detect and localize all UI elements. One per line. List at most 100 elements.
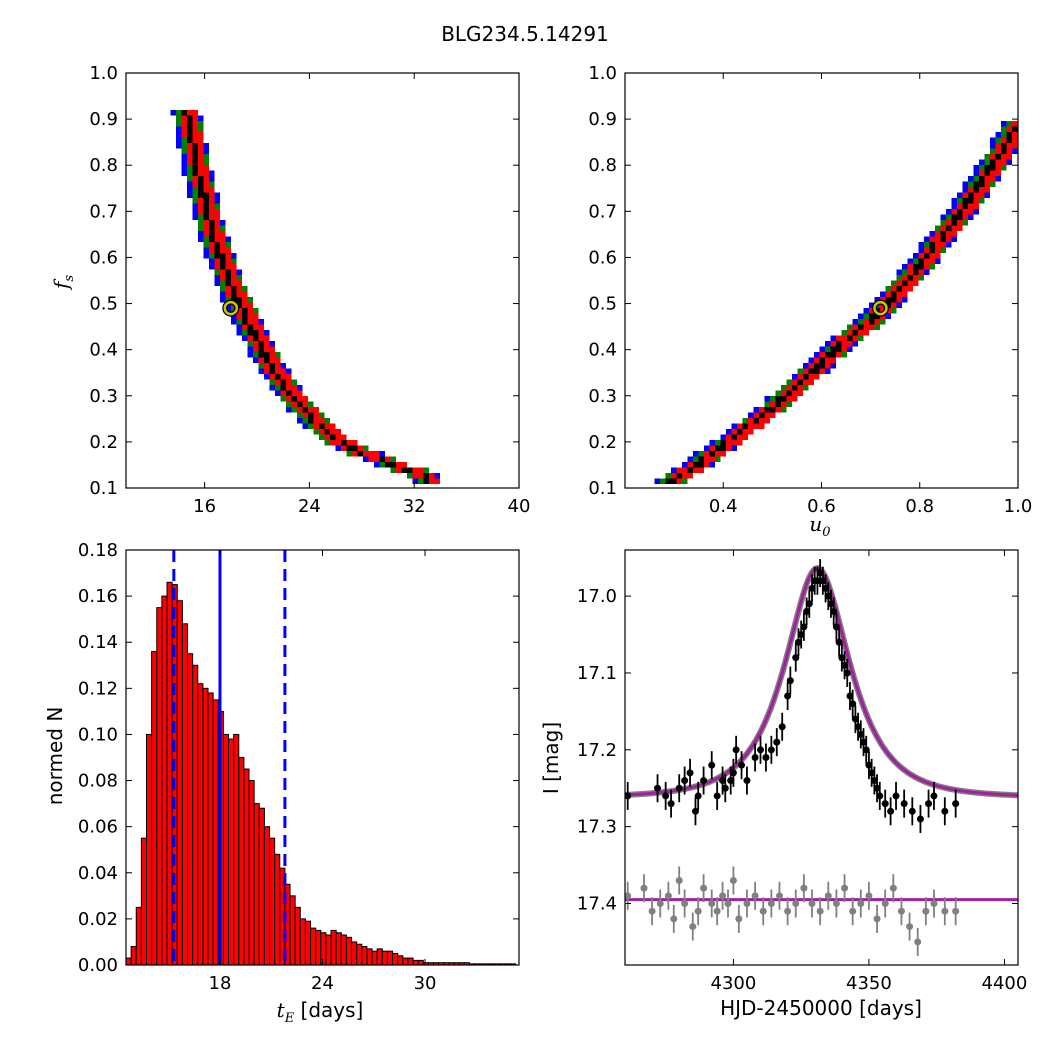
axes-frame [624, 549, 1019, 966]
contour-cell [225, 286, 231, 292]
contour-cell [704, 456, 710, 462]
histogram-bar [207, 692, 214, 966]
contour-cell [984, 192, 990, 198]
contour-cell [907, 275, 913, 281]
contour-cell [1001, 165, 1007, 171]
data-point [656, 900, 664, 908]
data-point [889, 884, 897, 892]
contour-cell [951, 198, 957, 204]
x-axis-label-tE: tE [days] [277, 998, 364, 1026]
contour-cell [220, 231, 226, 237]
data-point [691, 807, 699, 815]
contour-cell [836, 341, 842, 347]
contour-cell [225, 280, 231, 286]
contour-cell [852, 341, 858, 347]
contour-cell [291, 396, 297, 402]
contour-cell [946, 242, 952, 248]
contour-cell [858, 335, 864, 341]
y-tick-label: 0.9 [89, 109, 118, 130]
contour-cell [896, 275, 902, 281]
contour-cell [863, 319, 869, 325]
y-tick-label: 0.1 [89, 478, 118, 499]
contour-cell [1001, 126, 1007, 132]
contour-cell [819, 368, 825, 374]
contour-cell [225, 242, 231, 248]
x-tick-label: 0.4 [709, 496, 738, 517]
contour-cell [852, 330, 858, 336]
contour-cell [984, 181, 990, 187]
contour-cell [418, 473, 424, 479]
contour-cell [231, 319, 237, 325]
contour-cell [775, 390, 781, 396]
data-point [708, 761, 716, 769]
histogram-bar [304, 920, 312, 966]
data-point [816, 907, 824, 915]
data-point [719, 892, 727, 900]
contour-cell [330, 429, 336, 435]
contour-cell [1006, 137, 1012, 143]
contour-cell [682, 462, 688, 468]
data-point [860, 738, 868, 746]
contour-cell [187, 170, 193, 176]
histogram-bar [294, 906, 301, 966]
histogram-bar [417, 959, 424, 966]
contour-cell [1001, 143, 1007, 149]
contour-cell [951, 203, 957, 209]
contour-cell [247, 297, 253, 303]
contour-cell [995, 154, 1001, 160]
contour-cell [951, 225, 957, 231]
data-point [735, 915, 743, 923]
contour-cell [269, 357, 275, 363]
contour-cell [379, 456, 385, 462]
contour-cell [709, 440, 715, 446]
data-point [675, 784, 683, 792]
contour-cell [280, 385, 286, 391]
contour-cell [203, 148, 209, 154]
data-point [930, 900, 938, 908]
contour-cell [308, 418, 314, 424]
contour-cell [412, 478, 418, 484]
data-point [873, 915, 881, 923]
contour-cell [1006, 132, 1012, 138]
contour-cell [363, 456, 369, 462]
contour-cell [209, 264, 215, 270]
contour-cell [814, 357, 820, 363]
contour-cell [198, 176, 204, 182]
contour-cell [803, 374, 809, 380]
contour-cell [429, 478, 435, 484]
contour-cell [192, 154, 198, 160]
contour-cell [1001, 159, 1007, 165]
contour-cell [962, 181, 968, 187]
contour-cell [830, 357, 836, 363]
histogram-bar [402, 957, 409, 966]
data-point [664, 892, 672, 900]
contour-cell [852, 319, 858, 325]
contour-cell [698, 456, 704, 462]
contour-cell [209, 181, 215, 187]
contour-cell [324, 440, 330, 446]
contour-cell [192, 165, 198, 171]
contour-cell [176, 121, 182, 127]
contour-cell [742, 418, 748, 424]
contour-cell [990, 137, 996, 143]
contour-cell [209, 220, 215, 226]
data-series-residuals [625, 866, 960, 956]
contour-cell [803, 368, 809, 374]
contour-cell [236, 302, 242, 308]
data-point [743, 900, 751, 908]
contour-cell [203, 176, 209, 182]
contour-cell [198, 159, 204, 165]
contour-cell [319, 423, 325, 429]
data-point [784, 907, 792, 915]
contour-cell [253, 346, 259, 352]
contour-cell [951, 236, 957, 242]
contour-cell [957, 220, 963, 226]
contour-cell [330, 423, 336, 429]
contour-cell [1001, 132, 1007, 138]
contour-cell [715, 456, 721, 462]
contour-cell [929, 258, 935, 264]
contour-cell [390, 462, 396, 468]
contour-cell [170, 110, 176, 116]
data-point [786, 677, 794, 685]
contour-cell [770, 407, 776, 413]
